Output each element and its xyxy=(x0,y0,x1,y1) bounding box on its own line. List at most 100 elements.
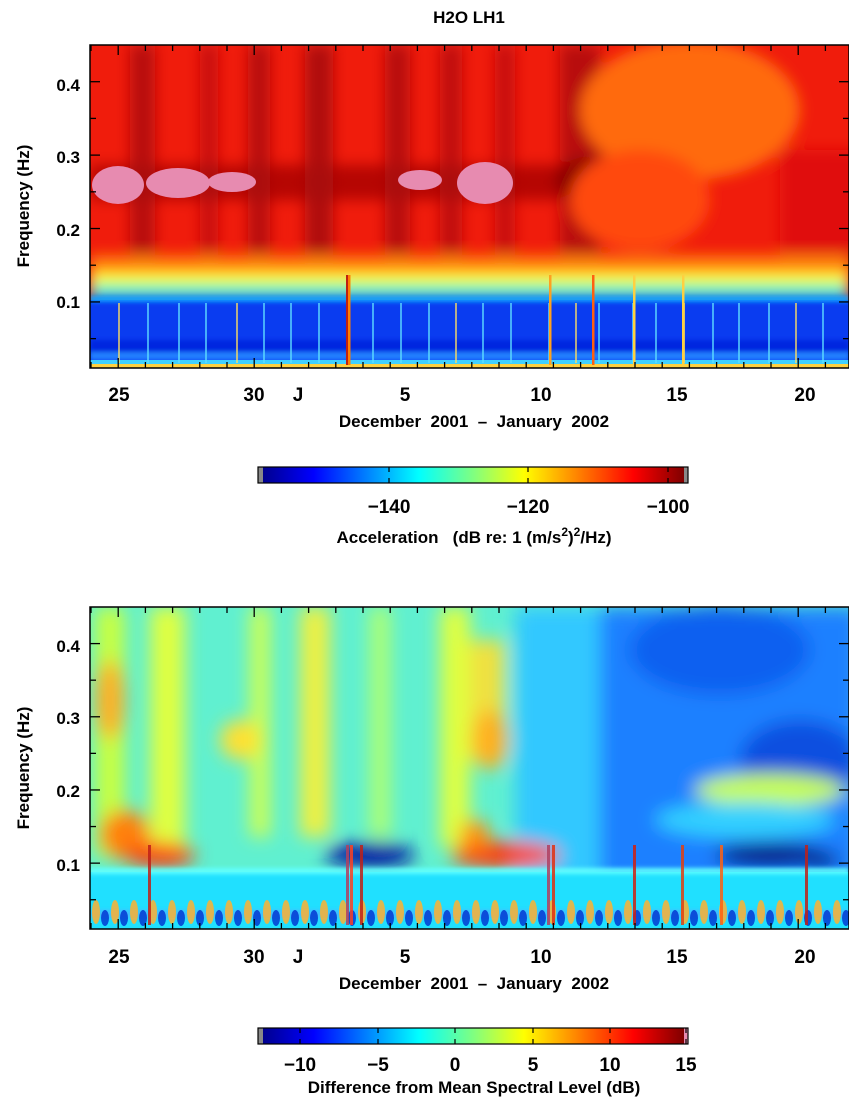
spike xyxy=(472,900,480,924)
spike xyxy=(595,910,603,926)
spike xyxy=(147,303,149,363)
bottom-plot-frame xyxy=(89,606,849,930)
top-xtick-label: 15 xyxy=(666,385,688,406)
spike xyxy=(205,303,207,363)
spike xyxy=(178,303,180,363)
spike xyxy=(339,900,347,924)
spike xyxy=(712,303,714,363)
top-spectrogram: 0.1 0.2 0.3 0.4 Frequency (Hz) 25 30 J 5… xyxy=(14,44,849,431)
spike xyxy=(462,910,470,926)
spike xyxy=(643,900,651,924)
spike xyxy=(92,900,100,924)
spike xyxy=(700,900,708,924)
top-xtick-label: J xyxy=(293,385,304,406)
top-colorbar-tick-label: −120 xyxy=(507,497,550,518)
top-colorbar-gradient xyxy=(263,467,684,483)
spike xyxy=(822,303,824,363)
spike xyxy=(823,910,831,926)
spike xyxy=(682,275,685,365)
spike xyxy=(814,900,822,924)
bottom-ytick-label: 0.2 xyxy=(56,782,80,801)
spike xyxy=(766,910,774,926)
spike xyxy=(481,910,489,926)
top-xtick-label: 30 xyxy=(243,385,264,406)
bottom-ylabel: Frequency (Hz) xyxy=(14,707,33,830)
spike xyxy=(776,900,784,924)
spike xyxy=(367,910,375,926)
spike xyxy=(177,910,185,926)
spike xyxy=(415,900,423,924)
bottom-colorbar-gradient xyxy=(263,1028,684,1044)
spike xyxy=(318,303,320,363)
spike xyxy=(652,910,660,926)
spike xyxy=(833,900,841,924)
spike xyxy=(443,910,451,926)
bottom-colorbar-tick-label: 15 xyxy=(675,1055,697,1076)
spike xyxy=(720,845,723,925)
spike xyxy=(614,910,622,926)
bottom-colorbar-tick-label: 0 xyxy=(450,1055,461,1076)
spike xyxy=(805,845,808,925)
bottom-ytick-label: 0.1 xyxy=(56,856,80,875)
spike xyxy=(130,900,138,924)
spike xyxy=(709,910,717,926)
spike xyxy=(738,303,740,363)
spike xyxy=(728,910,736,926)
spike xyxy=(329,910,337,926)
spike xyxy=(455,303,457,363)
bottom-xtick-label: 10 xyxy=(530,947,551,968)
spike xyxy=(346,275,349,365)
spike xyxy=(662,900,670,924)
top-xtick-label: 25 xyxy=(108,385,130,406)
spike xyxy=(586,900,594,924)
spike xyxy=(215,910,223,926)
spike xyxy=(396,900,404,924)
top-ytick-label: 0.4 xyxy=(56,76,80,95)
top-ytick-label: 0.3 xyxy=(56,148,80,167)
spike xyxy=(320,900,328,924)
top-ytick-label: 0.1 xyxy=(56,293,80,312)
spike xyxy=(120,910,128,926)
spike xyxy=(482,303,484,363)
spike xyxy=(795,303,797,363)
spike xyxy=(738,900,746,924)
top-colorbar: −140 −120 −100 Acceleration (dB re: 1 (m… xyxy=(257,466,690,547)
spike xyxy=(291,910,299,926)
spike xyxy=(681,845,684,925)
spike xyxy=(263,900,271,924)
transient-spikes xyxy=(92,845,849,926)
spike xyxy=(196,910,204,926)
spike xyxy=(547,845,550,925)
spike xyxy=(598,303,600,363)
bottom-ytick-label: 0.3 xyxy=(56,709,80,728)
top-plot-frame xyxy=(89,44,849,369)
bottom-colorbar: −10 −5 0 5 10 15 Difference from Mean Sp… xyxy=(257,1027,697,1097)
spike xyxy=(424,910,432,926)
spike xyxy=(592,275,595,365)
spike xyxy=(244,900,252,924)
bottom-ytick-label: 0.4 xyxy=(56,637,80,656)
bottom-xlabel: December 2001 – January 2002 xyxy=(339,974,609,993)
top-ylabel: Frequency (Hz) xyxy=(14,145,33,268)
spike xyxy=(236,303,238,363)
bottom-xtick-label: 25 xyxy=(108,947,130,968)
spike xyxy=(111,900,119,924)
spike xyxy=(168,900,176,924)
bottom-colorbar-tick-label: 10 xyxy=(599,1055,620,1076)
bottom-xtick-label: 20 xyxy=(794,947,815,968)
spike xyxy=(158,910,166,926)
spike xyxy=(491,900,499,924)
spike xyxy=(350,845,353,925)
top-colorbar-tick-label: −100 xyxy=(647,497,690,518)
spike xyxy=(549,275,552,365)
spike xyxy=(655,303,657,363)
bottom-colorbar-label: Difference from Mean Spectral Level (dB) xyxy=(308,1078,641,1097)
spike xyxy=(400,303,402,363)
spike xyxy=(842,910,849,926)
top-colorbar-label: Acceleration (dB re: 1 (m/s2)2/Hz) xyxy=(336,525,611,547)
bottom-xtick-label: 30 xyxy=(243,947,264,968)
top-xlabel: December 2001 – January 2002 xyxy=(339,412,609,431)
saturated-regions xyxy=(92,162,513,204)
top-ytick-label: 0.2 xyxy=(56,221,80,240)
